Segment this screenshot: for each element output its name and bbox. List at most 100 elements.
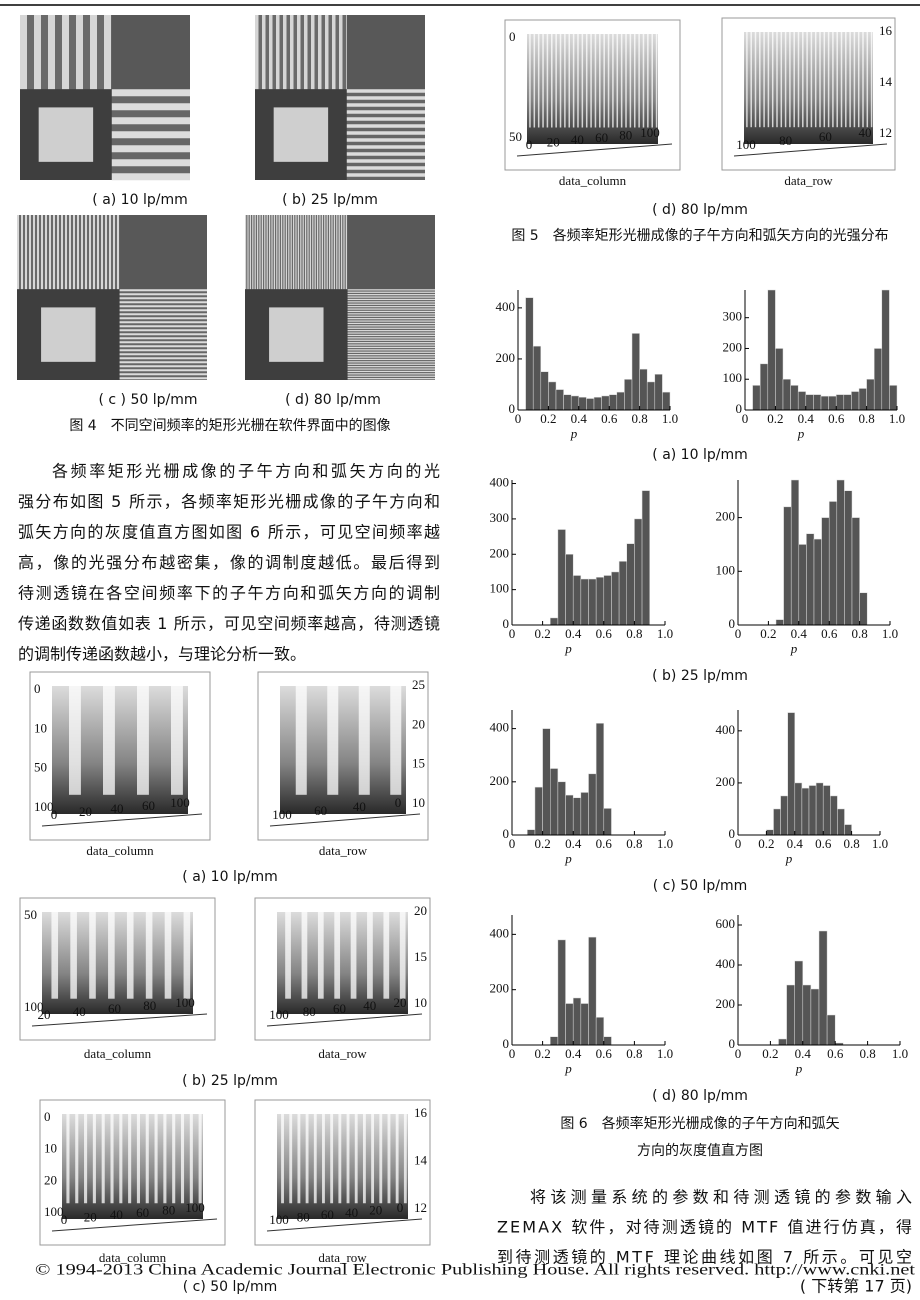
grating-stripe	[346, 117, 425, 121]
y-tick-label: 400	[716, 956, 736, 971]
grating-stripe	[307, 215, 309, 290]
y-tick-label: 0	[729, 1036, 736, 1051]
y-tick-label: 0	[729, 826, 736, 841]
tick-label: 40	[859, 125, 872, 140]
grating-stripe	[119, 337, 207, 340]
grating-stripe	[111, 159, 190, 167]
grating-stripe	[347, 351, 435, 353]
y-tick-label: 400	[716, 722, 736, 737]
y-tick-label: 200	[490, 545, 510, 560]
histogram-bar	[595, 723, 605, 836]
surface-gap	[390, 686, 402, 795]
grating-stripe	[341, 215, 343, 290]
x-tick-label: 0.6	[596, 836, 613, 851]
grating-stripe	[93, 215, 95, 290]
grating-stripe	[346, 89, 425, 93]
surface-gap	[399, 912, 406, 999]
x-tick-label: 0.8	[626, 1046, 642, 1061]
surface-gap	[585, 34, 588, 128]
surface-gap	[379, 1114, 383, 1204]
x-tick-label: 1.0	[882, 626, 898, 641]
grating-stripe	[347, 318, 435, 320]
grating-blank	[119, 215, 207, 290]
histogram-bar	[786, 984, 795, 1046]
axis-label: data_row	[318, 1046, 367, 1061]
grating-stripe	[347, 303, 435, 305]
surface-gap	[367, 912, 373, 999]
grating-stripe	[283, 15, 287, 90]
grating-stripe	[269, 15, 273, 90]
axis-label: data_column	[86, 843, 154, 858]
surface-gap	[183, 912, 191, 999]
surface-gap	[128, 1114, 132, 1204]
x-tick-label: 0.4	[798, 411, 815, 426]
x-tick-label: 0	[735, 836, 742, 851]
surface-gap	[862, 32, 864, 128]
grating-stripe	[309, 215, 311, 290]
tick-label: 80	[303, 1004, 316, 1019]
grating-stripe	[90, 15, 97, 90]
histogram-bar	[830, 795, 838, 836]
surface-gap	[180, 1114, 185, 1204]
y-tick-label: 0	[503, 1036, 510, 1051]
surface-gap	[819, 32, 821, 128]
surface-gap	[322, 1114, 325, 1204]
histogram-bar	[641, 490, 650, 626]
plot-axis	[516, 143, 673, 157]
grating-stripe	[347, 342, 435, 344]
grating-blank	[346, 15, 425, 90]
histogram-bar	[534, 786, 543, 836]
histogram-bar	[572, 575, 582, 626]
grating-stripe	[62, 15, 69, 90]
surface-gap	[849, 32, 851, 128]
surface-gap	[145, 1114, 149, 1204]
tick-label: 80	[779, 133, 792, 148]
x-tick-label: 0.4	[565, 1046, 582, 1061]
histogram-bar	[782, 378, 791, 411]
histogram-bar	[588, 936, 597, 1046]
surface-gap	[564, 34, 566, 128]
tick-label: 100	[272, 807, 292, 822]
grating-stripe	[49, 215, 51, 290]
surface-gap	[763, 32, 765, 128]
histogram-bar	[805, 394, 814, 411]
intensity-surface	[527, 34, 658, 144]
surface-gap	[346, 1114, 350, 1204]
paragraph-line: 待测透镜在各空间频率下的子午方向和弧矢方向的调制	[18, 584, 440, 603]
y-tick-label: 100	[723, 370, 743, 385]
surface-gap	[136, 1114, 140, 1204]
grating-stripe	[347, 346, 435, 349]
grating-stripe	[266, 215, 268, 290]
grating-stripe	[29, 215, 31, 290]
tick-label: 100	[185, 1200, 205, 1215]
surface-gap	[66, 1114, 70, 1204]
grating-stripe	[345, 215, 347, 290]
figure-caption: ( a) 10 lp/mm	[182, 869, 277, 885]
figure-caption: ( c) 50 lp/mm	[183, 1279, 278, 1295]
y-tick-label: 200	[716, 996, 736, 1011]
tick-label: 0	[51, 807, 58, 822]
histogram-bar	[859, 592, 868, 626]
surface-gap	[110, 1114, 114, 1204]
x-tick-label: 0.8	[851, 626, 867, 641]
grating-stripe	[77, 215, 79, 290]
tick-label: 0	[526, 137, 533, 152]
grating-stripe	[65, 215, 67, 290]
surface-gap	[189, 1114, 193, 1204]
surface-gap	[383, 912, 390, 999]
grating-stripe	[347, 368, 435, 370]
grating-stripe	[119, 341, 207, 344]
x-tick-label: 0.6	[821, 626, 838, 641]
surface-gap	[555, 34, 557, 128]
y-tick-label: 300	[490, 510, 510, 525]
figure-caption: ( b) 25 lp/mm	[182, 1073, 278, 1089]
surface-gap	[126, 912, 134, 999]
grating-stripe	[347, 337, 435, 339]
paragraph-line: 强分布如图 5 所示，各频率矩形光栅成像的子午方向和	[18, 492, 440, 511]
grating-stripe	[85, 215, 87, 290]
surface-gap	[350, 912, 357, 999]
x-tick-label: 0.2	[534, 836, 550, 851]
grating-blank	[111, 15, 190, 90]
grating-stripe	[273, 215, 275, 290]
surface-gap	[857, 32, 860, 128]
